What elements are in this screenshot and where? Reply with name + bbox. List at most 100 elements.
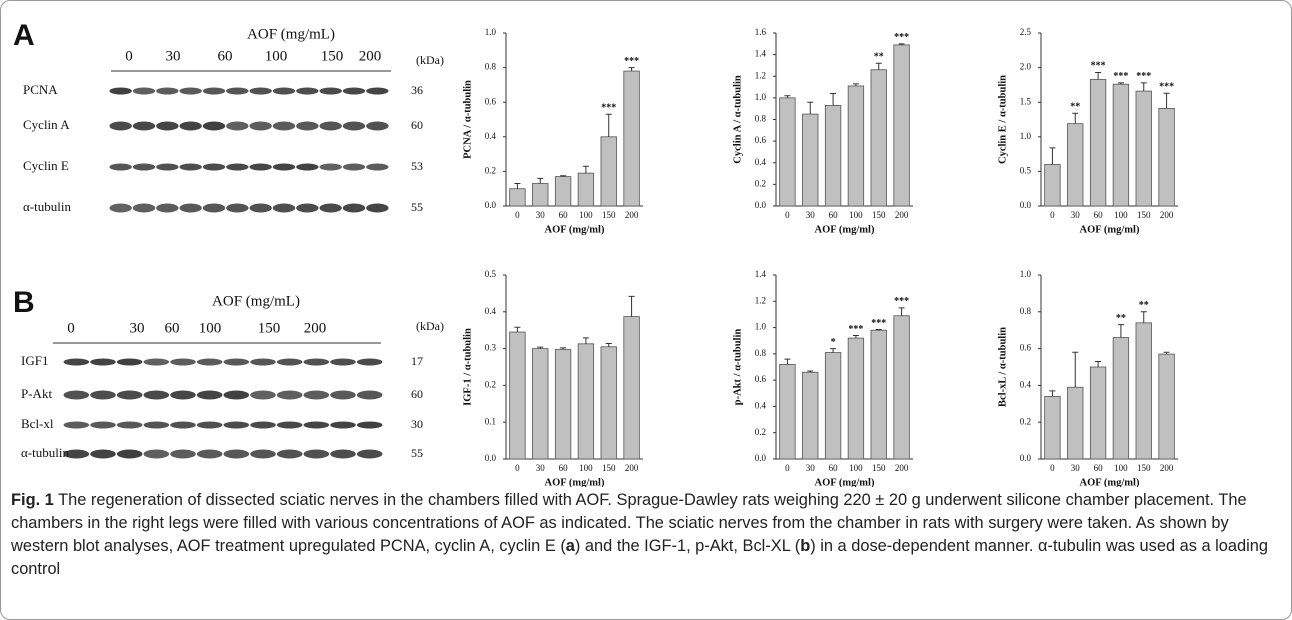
- kda-value: 60: [411, 118, 423, 132]
- y-tick-label: 1.0: [755, 322, 767, 332]
- error-bar: [1095, 72, 1101, 79]
- y-tick-label: 0.0: [485, 453, 497, 463]
- y-tick-label: 0.2: [485, 379, 496, 389]
- blot-band: [109, 164, 131, 171]
- bar: [1045, 396, 1061, 459]
- error-bar: [606, 114, 612, 136]
- bar: [1090, 367, 1106, 459]
- error-bar: [1164, 93, 1170, 108]
- bar: [848, 86, 864, 206]
- significance: **: [1116, 313, 1126, 324]
- blot-band: [226, 122, 248, 131]
- y-tick-label: 0.8: [485, 62, 497, 72]
- blot-band: [296, 164, 318, 171]
- blot-band: [144, 391, 170, 400]
- blot-band: [249, 88, 271, 95]
- x-tick-label: 200: [625, 463, 639, 473]
- y-tick-label: 0.0: [485, 200, 497, 210]
- dose-label: 150: [258, 320, 281, 336]
- blot-band: [304, 450, 330, 459]
- blot-band: [277, 450, 303, 459]
- blot-band: [296, 88, 318, 95]
- blot-band: [197, 450, 223, 459]
- y-tick-label: 0.6: [485, 96, 497, 106]
- bar: [825, 105, 841, 206]
- x-tick-label: 0: [785, 463, 790, 473]
- error-bar: [1095, 361, 1101, 367]
- blot-band: [224, 422, 250, 429]
- kda-value: 60: [411, 387, 423, 401]
- error-bar: [1072, 352, 1078, 387]
- blot-band: [117, 422, 143, 429]
- dose-label: 100: [265, 48, 288, 64]
- bar: [1067, 124, 1083, 206]
- blot-band: [226, 164, 248, 171]
- blot-band: [224, 391, 250, 400]
- significance: ***: [601, 103, 616, 114]
- blot-band: [64, 450, 90, 459]
- error-bar: [537, 178, 543, 183]
- blot-band: [277, 422, 303, 429]
- blot-band: [319, 204, 341, 213]
- y-axis-label: Cyclin E / α-tubulin: [997, 75, 1008, 164]
- significance: ***: [1091, 61, 1106, 72]
- protein-name: PCNA: [23, 82, 58, 97]
- y-tick-label: 0.2: [755, 427, 766, 437]
- blot-band: [250, 391, 276, 400]
- x-tick-label: 0: [1050, 210, 1055, 220]
- blot-band: [250, 450, 276, 459]
- x-tick-label: 0: [515, 463, 520, 473]
- significance: ***: [894, 32, 909, 43]
- blot-band: [277, 391, 303, 400]
- blot-band: [366, 164, 388, 171]
- dose-label: 30: [166, 48, 181, 64]
- error-bar: [899, 308, 905, 316]
- bar: [894, 45, 910, 206]
- x-tick-label: 60: [559, 210, 569, 220]
- x-tick-label: 0: [515, 210, 520, 220]
- x-tick-label: 100: [579, 210, 593, 220]
- bar: [780, 98, 796, 206]
- y-tick-label: 1.0: [755, 92, 767, 102]
- x-tick-label: 0: [785, 210, 790, 220]
- x-tick-label: 150: [1137, 463, 1151, 473]
- blot-band: [224, 359, 250, 366]
- x-tick-label: 100: [1114, 210, 1128, 220]
- y-tick-label: 0.3: [485, 343, 497, 353]
- y-axis-label: p-Akt / α-tubulin: [732, 329, 743, 406]
- blot-band: [133, 164, 155, 171]
- blot-band: [197, 391, 223, 400]
- protein-name: Cyclin A: [23, 117, 70, 132]
- blot-band: [357, 391, 383, 400]
- y-tick-label: 0.5: [485, 269, 497, 279]
- y-tick-label: 0.0: [755, 453, 767, 463]
- x-tick-label: 100: [849, 463, 863, 473]
- blot-band: [273, 204, 295, 213]
- bar: [1136, 91, 1152, 206]
- error-bar: [1072, 113, 1078, 123]
- y-axis-label: IGF-1 / α-tubulin: [462, 328, 473, 406]
- blot-band: [133, 88, 155, 95]
- caption-ref: a: [566, 537, 575, 555]
- protein-name: P-Akt: [21, 386, 52, 401]
- bar: [1090, 79, 1106, 206]
- dose-label: 200: [304, 320, 327, 336]
- error-bar: [583, 166, 589, 173]
- x-tick-label: 100: [1114, 463, 1128, 473]
- blot-band: [277, 359, 303, 366]
- bar: [624, 71, 640, 206]
- blot-band: [330, 359, 356, 366]
- y-tick-label: 0.0: [1020, 453, 1032, 463]
- x-tick-label: 200: [1160, 463, 1174, 473]
- dose-label: 0: [125, 48, 133, 64]
- x-tick-label: 0: [1050, 463, 1055, 473]
- significance: *: [831, 337, 836, 348]
- blot-band: [366, 88, 388, 95]
- y-tick-label: 0.2: [485, 165, 496, 175]
- y-tick-label: 0.0: [755, 200, 767, 210]
- kda-value: 55: [411, 446, 423, 460]
- blot-band: [357, 450, 383, 459]
- y-tick-label: 1.5: [1020, 96, 1032, 106]
- error-bar: [606, 343, 612, 346]
- caption-ref: b: [800, 537, 810, 555]
